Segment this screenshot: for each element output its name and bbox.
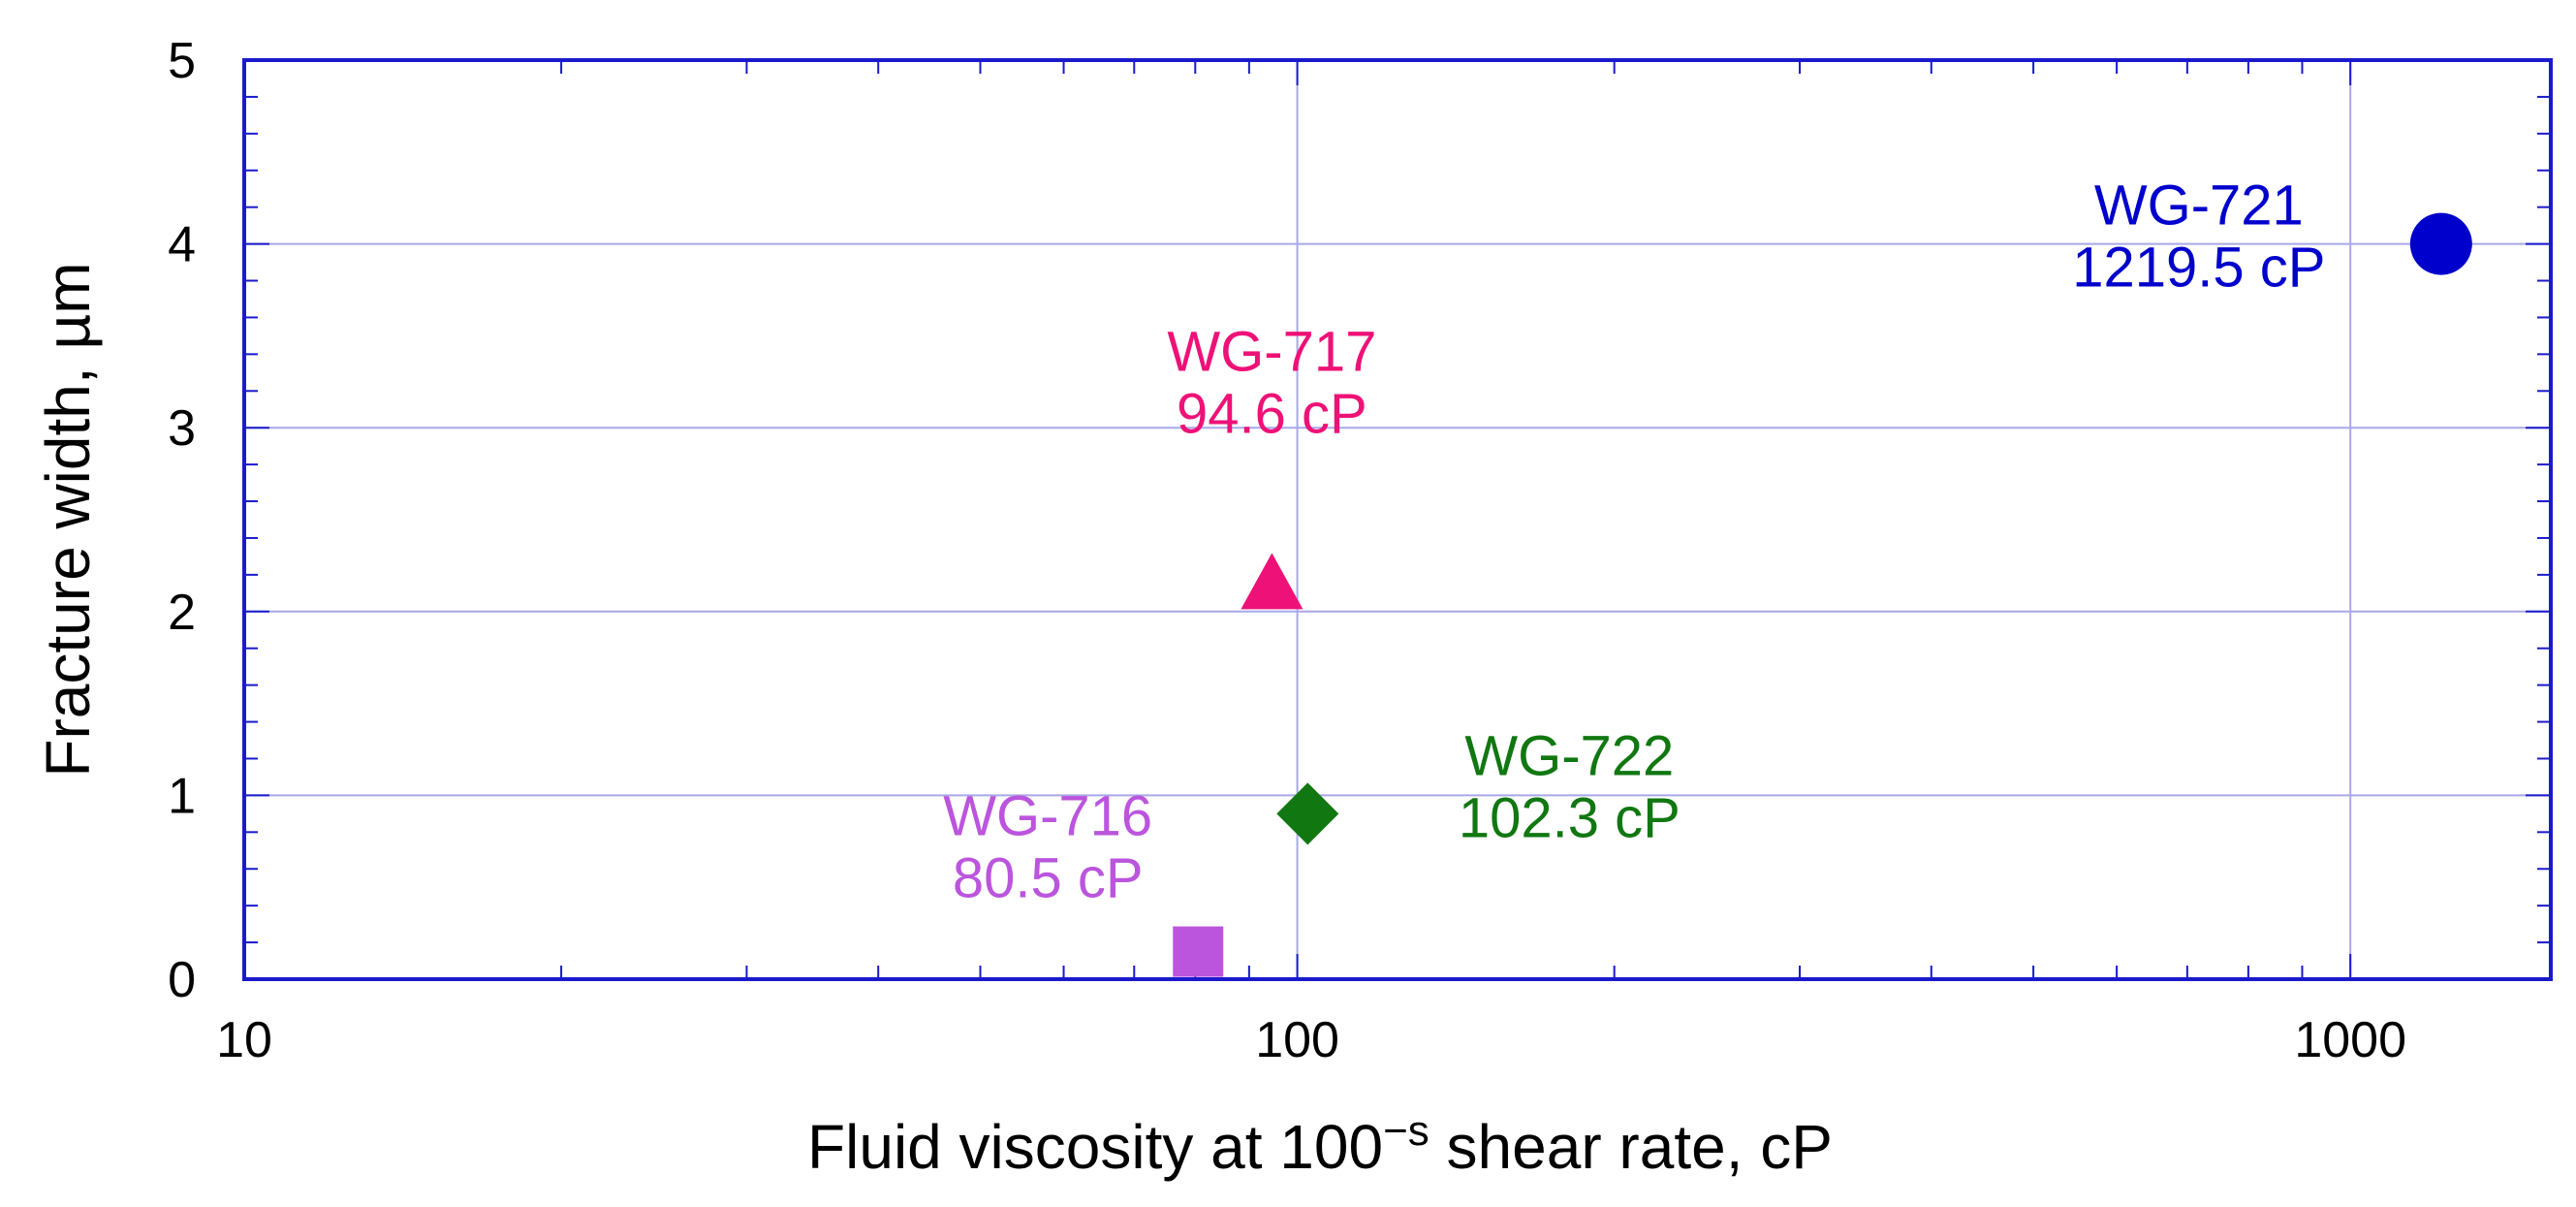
point-wg-722 [1276,782,1339,845]
x-axis-title-suffix: shear rate, cP [1429,1112,1833,1182]
y-tick-label: 1 [168,768,196,824]
point-label-name: WG-717 [1167,320,1376,383]
point-label-viscosity: 1219.5 cP [2072,237,2325,300]
grid-lines [244,60,2551,979]
data-points [1173,212,2472,977]
point-label-viscosity: 94.6 cP [1177,382,1367,445]
x-tick-label: 10 [216,1012,272,1068]
minor-ticks [243,59,2551,980]
y-tick-label: 0 [168,952,196,1008]
y-tick-label: 5 [168,33,196,89]
x-axis-title: Fluid viscosity at 100−s shear rate, cP [807,1107,1833,1183]
x-tick-label: 1000 [2294,1012,2406,1068]
plot-frame [242,58,2553,981]
y-axis-ticks: 0 1 2 3 4 5 [168,33,196,1008]
point-label-name: WG-716 [943,785,1152,848]
x-tick-label: 100 [1255,1012,1339,1068]
point-label-viscosity: 102.3 cP [1459,786,1681,849]
point-label-name: WG-721 [2094,175,2304,238]
point-wg-716 [1173,926,1224,977]
y-tick-label: 3 [168,400,196,457]
point-label-viscosity: 80.5 cP [953,847,1144,910]
x-axis-ticks: 10 100 1000 [216,1012,2406,1068]
point-wg-721 [2409,212,2472,275]
point-label-name: WG-722 [1464,724,1674,787]
y-axis-title: Fracture width, µm [33,262,103,777]
x-axis-title-main: Fluid viscosity at 100 [807,1112,1383,1182]
y-tick-label: 4 [168,217,196,273]
y-tick-label: 2 [168,585,196,641]
point-wg-717 [1241,553,1304,610]
x-axis-title-superscript: −s [1383,1107,1429,1155]
